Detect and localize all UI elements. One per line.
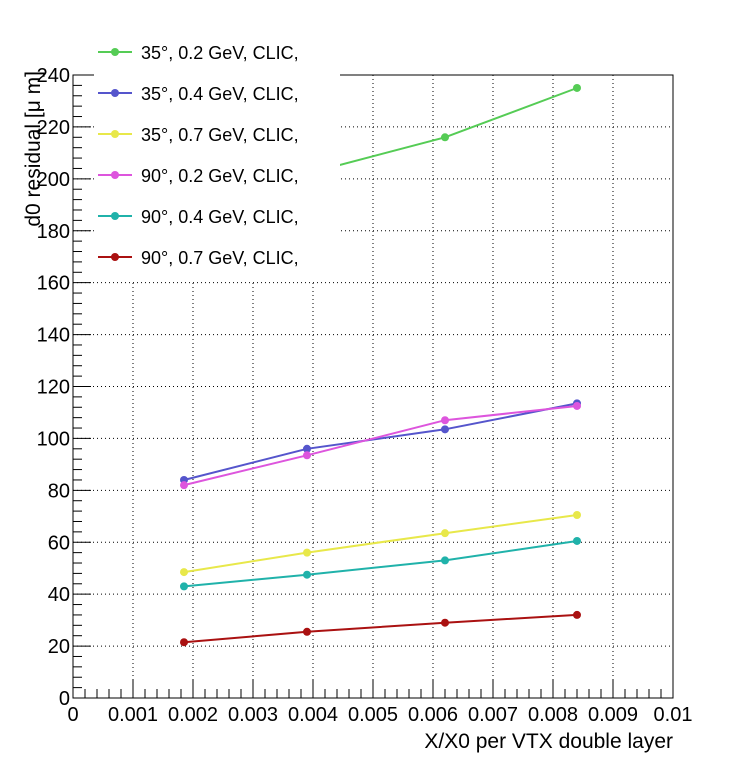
legend-entry: 35°, 0.7 GeV, CLIC,: [98, 125, 299, 145]
legend-entry: 35°, 0.2 GeV, CLIC,: [98, 43, 299, 63]
data-point: [303, 451, 311, 460]
x-tick-label: 0.01: [654, 704, 693, 726]
series-line: [183, 613, 578, 644]
data-point: [441, 529, 449, 538]
series-lines: [180, 83, 581, 647]
y-tick-label: 60: [48, 532, 70, 554]
y-tick-label: 80: [48, 480, 70, 502]
series-5: [180, 536, 581, 591]
data-point: [303, 570, 311, 579]
series-line: [183, 405, 578, 487]
y-axis-title: d0 residual [μ m]: [22, 71, 45, 227]
legend-marker: [111, 171, 119, 179]
data-point: [573, 610, 581, 619]
data-point: [303, 627, 311, 636]
legend-box: [94, 30, 340, 282]
legend-label: 35°, 0.7 GeV, CLIC,: [141, 125, 299, 145]
y-tick-label: 40: [48, 584, 70, 606]
legend-entry: 90°, 0.4 GeV, CLIC,: [98, 207, 299, 227]
legend-marker: [111, 130, 119, 138]
legend-marker: [111, 89, 119, 97]
data-point: [441, 425, 449, 434]
legend-entry: 90°, 0.7 GeV, CLIC,: [98, 248, 299, 268]
legend-label: 90°, 0.4 GeV, CLIC,: [141, 207, 299, 227]
data-point: [441, 618, 449, 627]
series-line: [183, 514, 578, 574]
data-point: [180, 638, 188, 647]
series-6: [180, 610, 581, 647]
data-point: [573, 510, 581, 519]
legend-label: 35°, 0.4 GeV, CLIC,: [141, 84, 299, 104]
y-tick-label: 140: [37, 325, 70, 347]
data-point: [573, 536, 581, 545]
y-tick-label: 200: [37, 169, 70, 191]
x-tick-label: 0.005: [348, 704, 398, 726]
x-tick-label: 0.002: [168, 704, 218, 726]
x-tick-label: 0.001: [108, 704, 158, 726]
axis-ticks: 0 0.001 0.002 0.003 0.004 0.005 0.006 0.007 0.00…: [37, 65, 693, 726]
x-tick-label: 0.003: [228, 704, 278, 726]
series-line: [183, 540, 578, 588]
data-point: [303, 548, 311, 557]
x-axis-title: X/X0 per VTX double layer: [424, 730, 673, 753]
y-tick-label: 0: [59, 688, 70, 710]
data-point: [180, 582, 188, 591]
y-tick-label: 160: [37, 273, 70, 295]
legend-marker: [111, 48, 119, 56]
x-tick-label: 0.006: [408, 704, 458, 726]
data-point: [441, 556, 449, 565]
data-point: [441, 133, 449, 142]
data-point: [573, 401, 581, 410]
legend-label: 90°, 0.2 GeV, CLIC,: [141, 166, 299, 186]
legend-label: 35°, 0.2 GeV, CLIC,: [141, 43, 299, 63]
legend-entry: 90°, 0.2 GeV, CLIC,: [98, 166, 299, 186]
legend-marker: [111, 212, 119, 220]
legend-label: 90°, 0.7 GeV, CLIC,: [141, 248, 299, 268]
legend: 35°, 0.2 GeV, CLIC, 35°, 0.4 GeV, CLIC, 35…: [94, 30, 340, 282]
series-line: [183, 402, 578, 481]
y-tick-label: 220: [37, 117, 70, 139]
data-point: [573, 83, 581, 92]
x-tick-label: 0.008: [528, 704, 578, 726]
data-point: [180, 481, 188, 490]
y-tick-label: 120: [37, 377, 70, 399]
data-point: [303, 444, 311, 453]
legend-entry: 35°, 0.4 GeV, CLIC,: [98, 84, 299, 104]
y-tick-label: 180: [37, 221, 70, 243]
series-3: [180, 510, 581, 577]
data-point: [180, 568, 188, 577]
x-tick-label: 0: [67, 704, 78, 726]
x-tick-label: 0.007: [468, 704, 518, 726]
x-tick-label: 0.009: [588, 704, 638, 726]
y-tick-label: 20: [48, 636, 70, 658]
x-tick-label: 0.004: [288, 704, 338, 726]
data-point: [441, 416, 449, 425]
y-tick-label: 240: [37, 65, 70, 87]
series-4: [180, 401, 581, 490]
legend-marker: [111, 253, 119, 261]
y-tick-label: 100: [37, 428, 70, 450]
